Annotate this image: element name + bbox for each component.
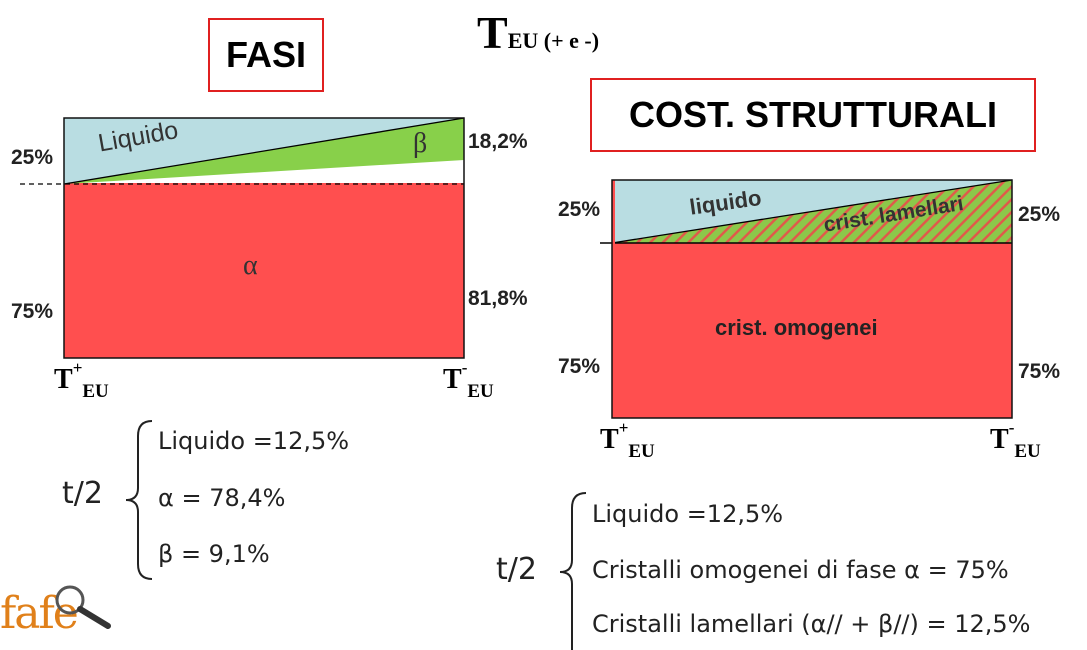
alpha-label-left: α — [243, 250, 258, 281]
homogeneous-crystals-region — [612, 243, 1012, 418]
fasi-diagram-group — [20, 117, 465, 359]
structural-frame — [611, 179, 1013, 419]
structural-left-edge — [612, 180, 615, 244]
right-pct-top-right: 25% — [1018, 203, 1061, 226]
alpha-region — [64, 183, 464, 358]
right-summary-liquid: Liquido =12,5% — [592, 500, 784, 528]
fasi-title-box: FASI — [208, 18, 324, 92]
liquid-beta-boundary — [63, 117, 465, 185]
fasi-title: FASI — [225, 34, 306, 75]
structural-diagram-group — [600, 179, 1013, 419]
left-summary-alpha: α = 78,4% — [158, 484, 286, 512]
magnifier-icon — [55, 585, 111, 629]
right-brace — [559, 492, 587, 650]
left-t2-label: t/2 — [62, 476, 103, 511]
right-t2-label: t/2 — [496, 552, 537, 587]
right-t-plus-label: T+EU — [600, 418, 655, 462]
beta-label-left: β — [413, 128, 428, 159]
left-t-plus-label: T+EU — [54, 358, 109, 402]
temp-main: T — [477, 7, 508, 58]
left-pct-top-right: 18,2% — [468, 130, 528, 153]
right-pct-top-left: 25% — [558, 198, 601, 221]
liquid-lamellar-boundary — [611, 179, 1013, 244]
structural-title-box: COST. STRUTTURALI — [590, 78, 1036, 152]
fasi-frame — [63, 117, 465, 359]
temperature-header: TEU (+ e -) — [477, 6, 599, 59]
left-pct-bottom-right: 81,8% — [468, 287, 528, 310]
homogeneous-label: crist. omogenei — [715, 315, 878, 340]
fafe-logo: fafe — [0, 582, 130, 640]
left-t-minus-label: T-EU — [443, 358, 494, 402]
left-brace — [125, 420, 153, 580]
right-summary-homogeneous: Cristalli omogenei di fase α = 75% — [592, 556, 1009, 584]
left-pct-bottom-left: 75% — [11, 300, 54, 323]
left-pct-top-left: 25% — [11, 146, 54, 169]
temp-sub: EU (+ e -) — [507, 28, 600, 53]
left-summary-liquid: Liquido =12,5% — [158, 427, 350, 455]
right-pct-bottom-right: 75% — [1018, 360, 1061, 383]
left-summary-beta: β = 9,1% — [158, 540, 270, 568]
right-t-minus-label: T-EU — [990, 418, 1041, 462]
structural-title: COST. STRUTTURALI — [629, 94, 997, 135]
right-pct-bottom-left: 75% — [558, 355, 601, 378]
right-summary-lamellar: Cristalli lamellari (α// + β//) = 12,5% — [592, 610, 1031, 638]
